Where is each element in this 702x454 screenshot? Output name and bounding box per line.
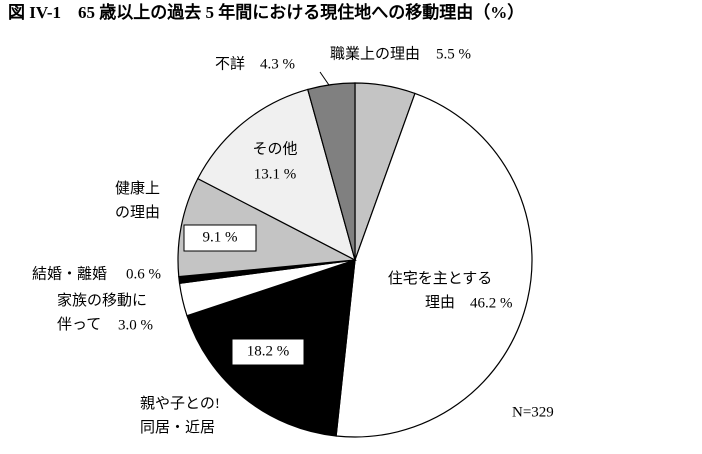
value-label: 18.2 %	[247, 343, 290, 359]
slice-label: 不詳	[215, 55, 245, 72]
value-label: 5.5 %	[436, 46, 471, 62]
note: N=329	[512, 404, 554, 420]
value-label: 0.6 %	[126, 266, 161, 282]
label-box	[231, 338, 305, 366]
pie-slice	[177, 177, 358, 278]
slice-label: 職業上の理由	[330, 45, 420, 62]
value-label: 13.1 %	[254, 166, 297, 182]
pie-slice	[335, 92, 533, 438]
pie-slice	[307, 82, 356, 261]
slice-label: その他	[252, 140, 297, 157]
slice-label: 家族の移動に伴って	[57, 292, 147, 333]
slice-label: 健康上の理由	[115, 180, 160, 221]
value-label: 9.1 %	[203, 229, 238, 245]
chart-title: 図 IV-1 65 歳以上の過去 5 年間における現住地への移動理由（%）	[8, 2, 524, 22]
slice-label: 親や子との!同居・近居	[140, 395, 220, 436]
pie-slice	[196, 88, 356, 262]
value-label: 4.3 %	[260, 56, 295, 72]
label-box	[183, 224, 257, 252]
slice-label: 結婚・離婚	[32, 264, 107, 282]
value-label: 3.0 %	[118, 317, 153, 333]
value-label: 46.2 %	[470, 295, 513, 311]
slice-label: 住宅を主とする理由	[388, 270, 493, 311]
